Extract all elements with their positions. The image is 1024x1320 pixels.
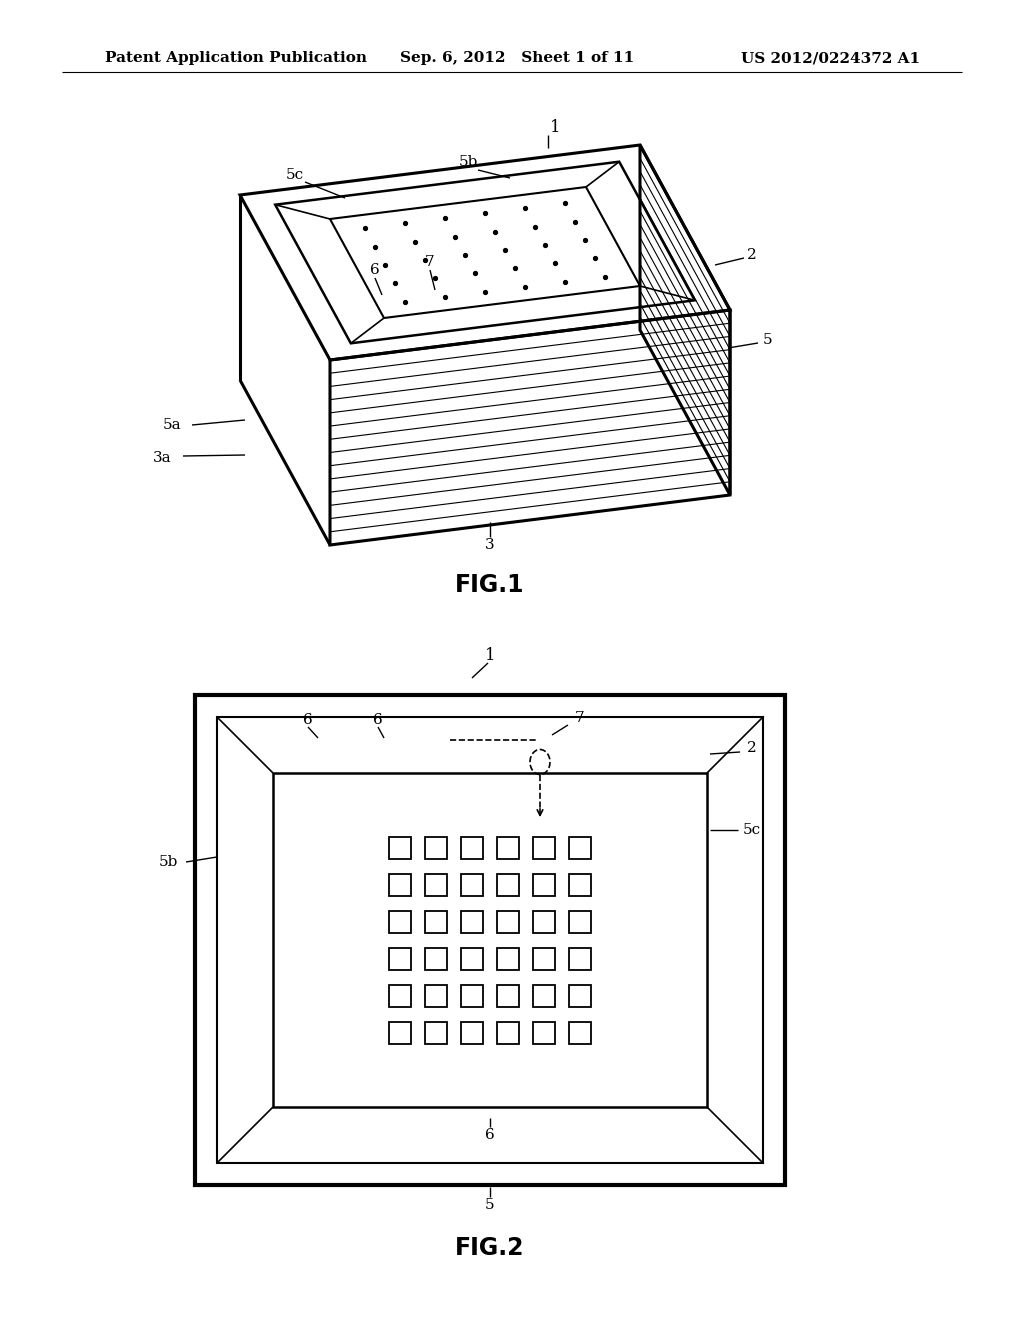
Bar [217, 717, 763, 1163]
Text: Sep. 6, 2012   Sheet 1 of 11: Sep. 6, 2012 Sheet 1 of 11 [400, 51, 634, 65]
Bar [389, 1022, 411, 1044]
Bar [569, 837, 591, 858]
Bar [569, 911, 591, 932]
Bar [569, 874, 591, 895]
Text: 5c: 5c [743, 822, 761, 837]
Text: 6: 6 [373, 713, 383, 727]
Bar [425, 874, 447, 895]
Bar [534, 911, 555, 932]
Bar [461, 837, 483, 858]
Bar [273, 774, 707, 1107]
Text: 5c: 5c [286, 168, 304, 182]
Text: 5: 5 [485, 1199, 495, 1212]
Text: 2: 2 [748, 741, 757, 755]
Bar [389, 911, 411, 932]
Text: 5b: 5b [459, 154, 477, 169]
Bar [569, 1022, 591, 1044]
Text: Patent Application Publication: Patent Application Publication [105, 51, 367, 65]
Text: 7: 7 [575, 711, 585, 725]
Bar [425, 1022, 447, 1044]
Bar [389, 948, 411, 969]
Text: 3: 3 [485, 539, 495, 552]
Text: FIG.1: FIG.1 [456, 573, 524, 597]
Bar [461, 911, 483, 932]
Text: 7: 7 [425, 255, 435, 269]
Bar [461, 1022, 483, 1044]
Bar [534, 985, 555, 1006]
Text: 6: 6 [303, 713, 313, 727]
Bar [461, 948, 483, 969]
Bar [534, 874, 555, 895]
Bar [569, 985, 591, 1006]
Bar [569, 948, 591, 969]
Bar [534, 1022, 555, 1044]
Bar [425, 948, 447, 969]
Bar [461, 874, 483, 895]
Text: 1: 1 [484, 647, 496, 664]
Bar [425, 985, 447, 1006]
Text: 1: 1 [550, 120, 560, 136]
Text: 2: 2 [748, 248, 757, 261]
Text: 5b: 5b [159, 855, 178, 869]
Bar [389, 985, 411, 1006]
Bar [497, 948, 519, 969]
Bar [497, 1022, 519, 1044]
Text: US 2012/0224372 A1: US 2012/0224372 A1 [741, 51, 920, 65]
Bar [425, 837, 447, 858]
Text: 5: 5 [763, 333, 773, 347]
Text: 3a: 3a [153, 451, 171, 465]
Text: 5a: 5a [163, 418, 181, 432]
Text: 6: 6 [370, 263, 380, 277]
Bar [497, 985, 519, 1006]
Bar [195, 696, 785, 1185]
Bar [534, 837, 555, 858]
Text: 6: 6 [485, 1129, 495, 1142]
Bar [389, 837, 411, 858]
Bar [497, 911, 519, 932]
Bar [497, 837, 519, 858]
Bar [461, 985, 483, 1006]
Bar [425, 911, 447, 932]
Bar [534, 948, 555, 969]
Text: FIG.2: FIG.2 [456, 1236, 524, 1261]
Bar [389, 874, 411, 895]
Bar [497, 874, 519, 895]
